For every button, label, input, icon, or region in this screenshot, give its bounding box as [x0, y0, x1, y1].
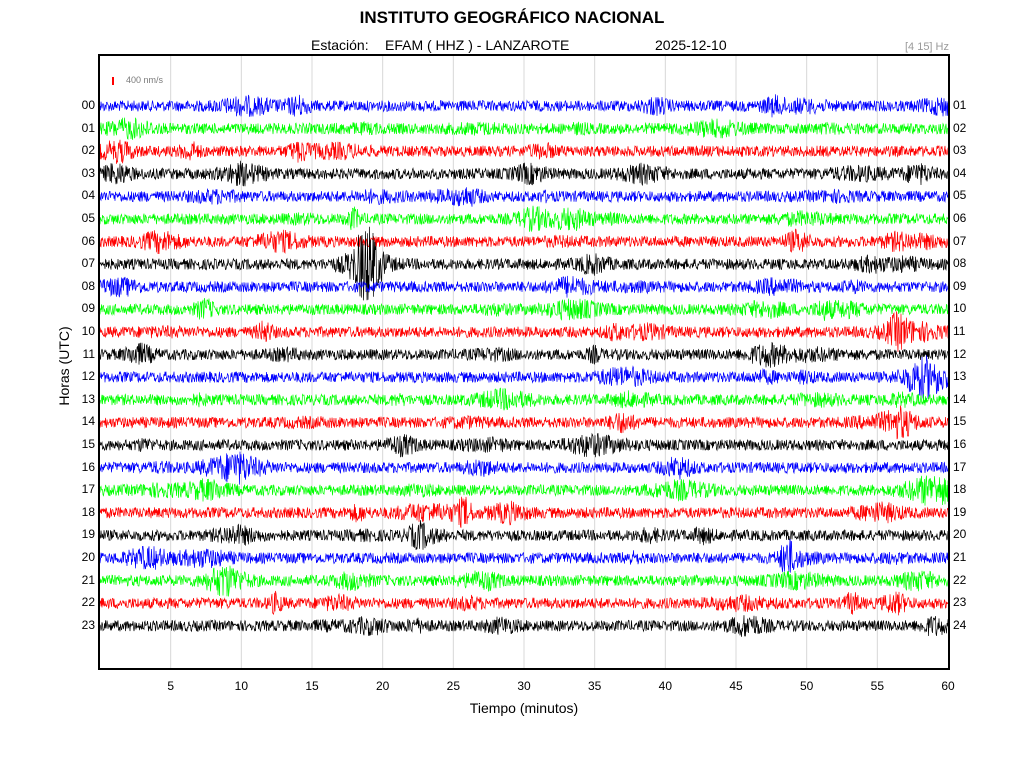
y-tick-left-13: 13	[81, 391, 95, 406]
y-tick-left-05: 05	[81, 211, 95, 225]
trace-hour-21	[100, 565, 948, 597]
trace-hour-19	[100, 520, 948, 550]
helicorder-svg	[100, 56, 948, 668]
y-tick-right-12: 12	[953, 346, 967, 361]
x-tick-10: 10	[234, 679, 248, 693]
trace-hour-18	[100, 496, 948, 528]
y-tick-right-15: 15	[953, 414, 967, 429]
y-tick-right-20: 20	[953, 527, 967, 542]
y-tick-left-02: 02	[81, 143, 95, 158]
trace-hour-14	[100, 405, 948, 440]
x-tick-60: 60	[941, 679, 955, 693]
y-tick-left-04: 04	[81, 188, 95, 203]
filter-band-label: [4 15] Hz	[904, 41, 949, 53]
trace-hour-13	[100, 387, 948, 411]
x-tick-55: 55	[870, 679, 884, 693]
y-tick-right-23: 23	[953, 595, 967, 610]
y-tick-left-18: 18	[81, 504, 95, 519]
y-tick-right-11: 11	[953, 324, 966, 338]
y-tick-right-10: 10	[953, 301, 967, 316]
y-tick-right-21: 21	[953, 550, 967, 564]
x-tick-15: 15	[305, 679, 319, 693]
y-tick-right-05: 05	[953, 188, 967, 203]
date-label: 2025-12-10	[655, 37, 727, 53]
trace-hour-17	[100, 475, 948, 506]
x-tick-25: 25	[446, 679, 460, 693]
x-tick-45: 45	[729, 679, 743, 693]
y-tick-right-13: 13	[953, 369, 967, 384]
y-tick-left-19: 19	[81, 527, 95, 542]
y-tick-left-20: 20	[81, 550, 95, 564]
y-tick-right-03: 03	[953, 143, 967, 158]
y-tick-left-15: 15	[81, 437, 95, 451]
y-tick-right-09: 09	[953, 278, 967, 293]
y-tick-right-07: 07	[953, 233, 967, 248]
trace-hour-23	[100, 615, 948, 637]
trace-hour-06	[100, 228, 948, 255]
trace-hour-11	[100, 341, 948, 368]
y-tick-right-22: 22	[953, 572, 967, 587]
y-tick-right-06: 06	[953, 211, 967, 225]
y-tick-right-08: 08	[953, 256, 967, 271]
scale-bar	[112, 77, 114, 85]
seismogram-plot	[98, 54, 950, 670]
y-tick-left-09: 09	[81, 301, 95, 316]
x-tick-20: 20	[375, 679, 390, 693]
station-label: Estación:	[311, 37, 369, 53]
y-tick-left-07: 07	[81, 256, 95, 271]
trace-hour-15	[100, 432, 948, 458]
y-tick-right-16: 16	[953, 437, 967, 451]
y-tick-right-17: 17	[953, 459, 967, 474]
y-tick-left-01: 01	[81, 120, 95, 135]
y-tick-left-17: 17	[81, 482, 95, 497]
y-tick-left-14: 14	[81, 414, 95, 429]
trace-hour-08	[100, 275, 948, 298]
y-tick-right-01: 01	[953, 98, 967, 112]
y-tick-right-24: 24	[953, 617, 967, 632]
trace-hour-09	[100, 297, 948, 321]
scale-label: 400 nm/s	[126, 75, 164, 85]
station-name: EFAM ( HHZ ) - LANZAROTE	[385, 37, 570, 53]
y-tick-right-02: 02	[953, 120, 967, 135]
y-tick-right-18: 18	[953, 482, 967, 497]
y-tick-right-19: 19	[953, 504, 967, 519]
y-tick-left-08: 08	[81, 278, 95, 293]
y-tick-right-04: 04	[953, 165, 967, 180]
trace-hour-12	[100, 355, 948, 401]
y-tick-left-21: 21	[81, 572, 95, 587]
trace-hour-22	[100, 590, 948, 616]
trace-hour-01	[100, 117, 948, 140]
x-tick-50: 50	[799, 679, 814, 693]
y-tick-left-06: 06	[81, 233, 95, 248]
trace-hour-16	[100, 451, 948, 485]
y-tick-left-16: 16	[81, 459, 95, 474]
trace-hour-20	[100, 538, 948, 573]
trace-hour-04	[100, 187, 948, 207]
y-tick-right-14: 14	[953, 391, 967, 406]
x-tick-30: 30	[517, 679, 531, 693]
trace-hour-00	[100, 94, 948, 118]
chart-title: INSTITUTO GEOGRÁFICO NACIONAL	[359, 8, 665, 27]
x-tick-40: 40	[658, 679, 672, 693]
y-tick-left-00: 00	[81, 98, 95, 112]
trace-hour-05	[100, 205, 948, 232]
y-tick-left-22: 22	[81, 595, 95, 610]
y-tick-left-12: 12	[81, 369, 95, 384]
x-tick-5: 5	[167, 679, 174, 693]
y-tick-left-10: 10	[81, 324, 95, 338]
y-tick-left-03: 03	[81, 165, 95, 180]
y-tick-left-11: 11	[82, 346, 95, 361]
y-tick-left-23: 23	[81, 617, 95, 632]
x-axis-label: Tiempo (minutos)	[469, 700, 579, 716]
y-axis-label: Horas (UTC)	[56, 326, 72, 406]
trace-hour-07	[100, 226, 948, 301]
trace-hour-10	[100, 311, 948, 353]
trace-hour-02	[100, 139, 948, 164]
x-tick-35: 35	[587, 679, 602, 693]
trace-hour-03	[100, 160, 948, 187]
